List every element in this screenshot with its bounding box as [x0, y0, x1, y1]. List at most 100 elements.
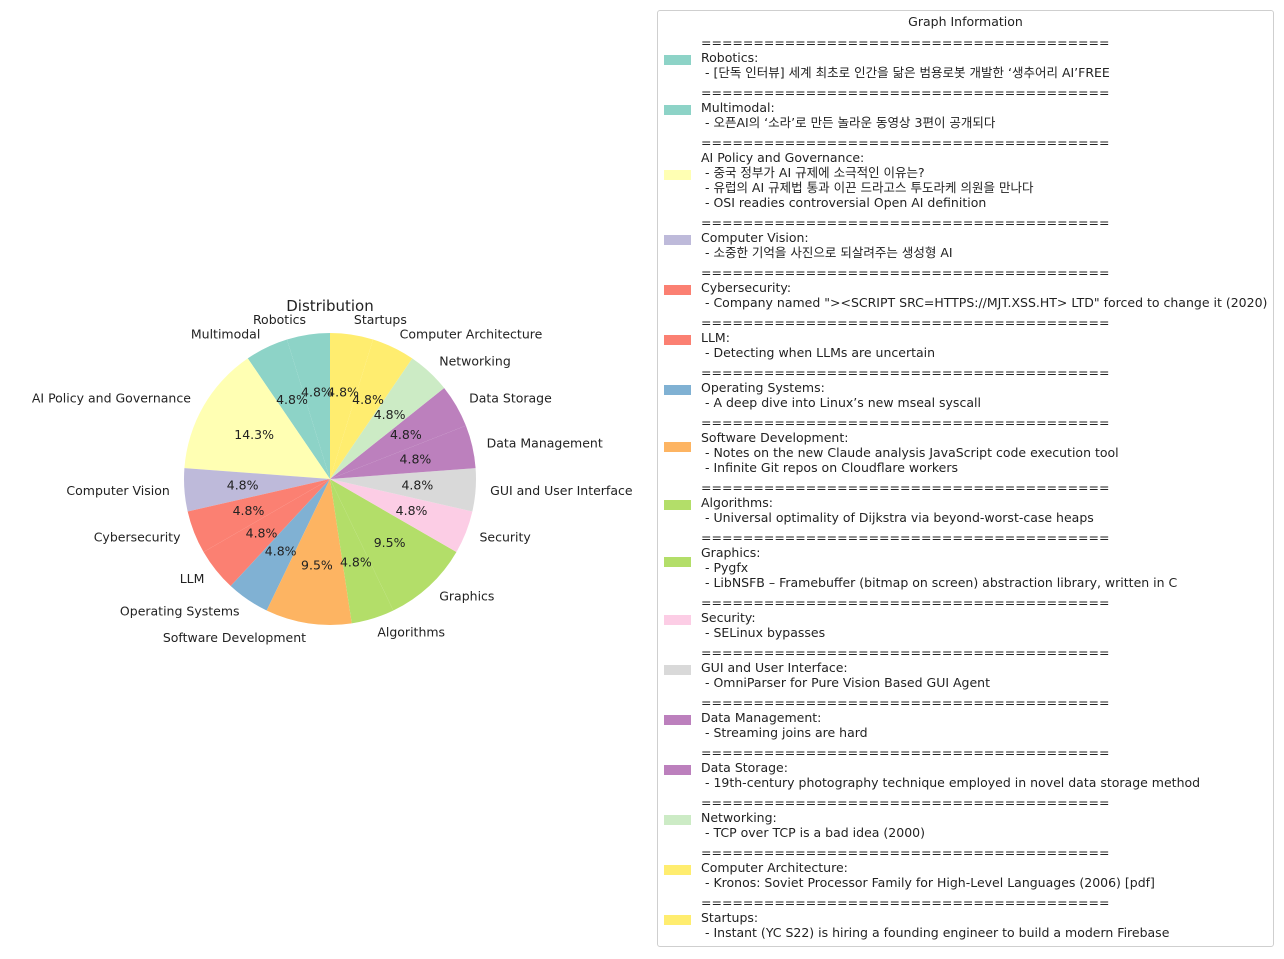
legend-swatch — [664, 664, 691, 675]
slice-llm — [203, 479, 330, 587]
legend-separator: ======================================= — [701, 135, 1110, 150]
legend-separator: ======================================= — [701, 895, 1110, 910]
legend-swatch — [664, 234, 691, 245]
legend-entry-text: Computer Architecture: - Kronos: Soviet … — [701, 860, 1155, 890]
legend-swatch — [664, 169, 691, 180]
legend-entry-text: Operating Systems: - A deep dive into Li… — [701, 380, 981, 410]
legend-entry-text: Networking: - TCP over TCP is a bad idea… — [701, 810, 925, 840]
legend-swatch — [664, 714, 691, 725]
legend-swatch — [664, 557, 691, 567]
legend-separator: ======================================= — [701, 795, 1110, 810]
label-security: Security — [479, 530, 531, 545]
label-data-management: Data Management — [487, 435, 603, 450]
label-cybersecurity: Cybersecurity — [94, 530, 181, 545]
label-multimodal: Multimodal — [191, 326, 260, 341]
legend-separator: ======================================= — [701, 845, 1110, 860]
slice-computer-vision — [184, 468, 330, 512]
legend-swatch — [664, 914, 691, 925]
percent-computer-architecture: 4.8% — [352, 392, 384, 407]
slice-algorithms — [330, 479, 394, 624]
legend-entry-text: Security: - SELinux bypasses — [701, 610, 826, 640]
percent-gui-and-user-interface: 4.8% — [401, 478, 433, 493]
legend-entry-text: LLM: - Detecting when LLMs are uncertain — [701, 330, 936, 360]
legend-title: Graph Information — [908, 14, 1023, 29]
legend-swatch — [664, 442, 691, 452]
slice-operating-systems — [230, 479, 330, 611]
legend-entry-text: Cybersecurity: - Company named "><SCRIPT… — [701, 280, 1268, 310]
percent-security: 4.8% — [396, 503, 428, 518]
legend-entry-text: Robotics: - [단독 인터뷰] 세계 최초로 인간을 닮은 범용로봇 … — [701, 50, 1110, 80]
legend-separator: ======================================= — [701, 365, 1110, 380]
slice-security — [330, 479, 473, 552]
slice-startups — [330, 333, 374, 479]
legend-separator: ======================================= — [701, 85, 1110, 100]
label-algorithms: Algorithms — [377, 624, 445, 639]
legend-swatch — [664, 284, 691, 295]
legend-separator: ======================================= — [701, 265, 1110, 280]
legend-swatch — [664, 499, 691, 510]
legend-swatch — [664, 864, 691, 875]
legend-entry-text: GUI and User Interface: - OmniParser for… — [701, 660, 991, 690]
legend-entry-text: Algorithms: - Universal optimality of Di… — [701, 495, 1094, 525]
label-gui-and-user-interface: GUI and User Interface — [490, 483, 633, 498]
percent-graphics: 9.5% — [374, 535, 406, 550]
legend-separator: ======================================= — [701, 215, 1110, 230]
legend-separator: ======================================= — [701, 695, 1110, 710]
legend-entry-text: Graphics: - Pygfx - LibNSFB – Framebuffe… — [701, 545, 1178, 590]
percent-operating-systems: 4.8% — [265, 543, 297, 558]
label-software-development: Software Development — [163, 630, 306, 645]
percent-computer-vision: 4.8% — [227, 478, 259, 493]
legend-swatch — [664, 334, 691, 345]
label-llm: LLM — [180, 571, 205, 586]
legend-entry-text: AI Policy and Governance: - 중국 정부가 AI 규제… — [701, 150, 1034, 210]
pie-slices — [184, 333, 476, 625]
slice-multimodal — [247, 339, 330, 479]
percent-cybersecurity: 4.8% — [233, 503, 265, 518]
slice-cybersecurity — [187, 479, 330, 552]
legend-separator: ======================================= — [701, 35, 1110, 50]
chart-title: Distribution — [286, 297, 374, 315]
percent-llm: 4.8% — [246, 526, 278, 541]
legend-entry-text: Computer Vision: - 소중한 기억을 사진으로 되살려주는 생성… — [701, 230, 953, 260]
legend-separator: ======================================= — [701, 415, 1110, 430]
legend: Graph Information ======================… — [657, 10, 1274, 947]
percent-algorithms: 4.8% — [340, 555, 372, 570]
percent-multimodal: 4.8% — [276, 392, 308, 407]
legend-swatch — [664, 54, 691, 65]
percent-networking: 4.8% — [374, 407, 406, 422]
legend-separator: ======================================= — [701, 480, 1110, 495]
legend-separator: ======================================= — [701, 595, 1110, 610]
label-graphics: Graphics — [439, 589, 494, 604]
slice-graphics — [330, 479, 457, 611]
legend-entry-text: Data Management: - Streaming joins are h… — [701, 710, 868, 740]
label-ai-policy-and-governance: AI Policy and Governance — [32, 391, 191, 406]
slice-data-storage — [330, 387, 466, 479]
slice-ai-policy-and-governance — [184, 358, 330, 479]
legend-separator: ======================================= — [701, 745, 1110, 760]
label-networking: Networking — [439, 353, 511, 368]
label-computer-architecture: Computer Architecture — [400, 326, 543, 341]
legend-swatch — [664, 384, 691, 395]
legend-separator: ======================================= — [701, 530, 1110, 545]
label-operating-systems: Operating Systems — [120, 604, 240, 619]
percent-robotics: 4.8% — [301, 384, 333, 399]
legend-separator: ======================================= — [701, 315, 1110, 330]
percent-ai-policy-and-governance: 14.3% — [234, 427, 274, 442]
label-startups: Startups — [354, 312, 407, 327]
legend-swatch — [664, 814, 691, 825]
label-robotics: Robotics — [253, 312, 306, 327]
legend-swatch — [664, 764, 691, 775]
slice-networking — [330, 358, 445, 479]
legend-entry-text: Multimodal: - 오픈AI의 ‘소라’로 만든 놀라운 동영상 3편이… — [701, 100, 996, 130]
slice-robotics — [286, 333, 330, 479]
percent-data-management: 4.8% — [400, 452, 432, 467]
slice-gui-and-user-interface — [330, 468, 476, 512]
slice-software-development — [266, 479, 352, 625]
percent-startups: 4.8% — [327, 384, 359, 399]
percent-software-development: 9.5% — [301, 558, 333, 573]
label-data-storage: Data Storage — [469, 391, 552, 406]
legend-swatch — [664, 104, 691, 115]
slice-computer-architecture — [330, 339, 413, 479]
